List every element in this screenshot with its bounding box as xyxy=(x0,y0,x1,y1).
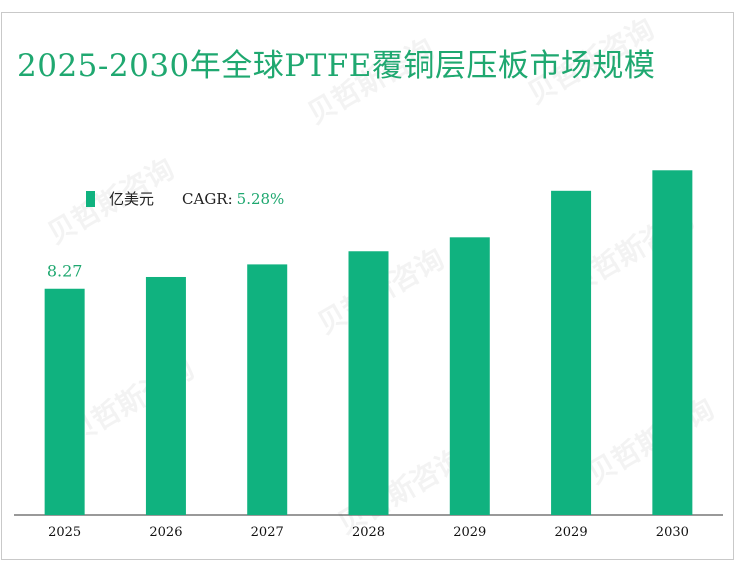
bar xyxy=(145,276,186,515)
x-tick-label: 2030 xyxy=(656,525,689,540)
bar xyxy=(44,288,85,515)
x-tick-label: 2029 xyxy=(453,525,486,540)
bar xyxy=(551,190,592,515)
data-label: 8.27 xyxy=(47,262,83,281)
x-tick-label: 2025 xyxy=(48,525,81,540)
x-tick-label: 2029 xyxy=(555,525,588,540)
x-tick-label: 2027 xyxy=(251,525,284,540)
bar xyxy=(348,251,389,515)
bar xyxy=(449,237,490,515)
cagr-value: 5.28% xyxy=(236,189,285,208)
legend-swatch xyxy=(86,190,95,207)
bar xyxy=(247,264,288,515)
cagr-label: CAGR: xyxy=(182,189,233,208)
x-tick-label: 2026 xyxy=(149,525,182,540)
bar xyxy=(652,170,693,515)
legend: 亿美元 CAGR: 5.28% xyxy=(86,188,284,209)
legend-series-label: 亿美元 xyxy=(109,190,155,208)
chart-title: 2025-2030年全球PTFE覆铜层压板市场规模 xyxy=(17,48,656,84)
x-tick-label: 2028 xyxy=(352,525,385,540)
